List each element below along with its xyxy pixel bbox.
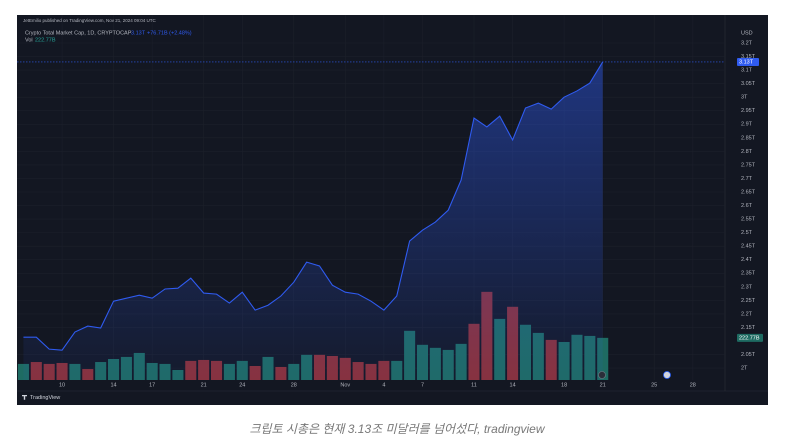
- chart: 222.77B 3.13T JetEmilio published on Trad…: [17, 15, 768, 405]
- legend-volume-value: 222.77B: [35, 37, 56, 43]
- y-tick-label: 3.15T: [741, 54, 756, 60]
- y-tick-label: 2T: [741, 366, 748, 372]
- value-label: 3.13T: [739, 59, 754, 65]
- x-tick-label: 21: [600, 382, 606, 388]
- plot: 222.77B 3.13T: [17, 57, 763, 380]
- currency: USD: [741, 30, 753, 36]
- caption: 크립토 시총은 현재 3.13조 미달러를 넘어섰다, tradingview: [249, 422, 545, 436]
- price-line: [23, 61, 604, 351]
- x-tick-label: 7: [421, 382, 424, 388]
- event-icon: [598, 371, 606, 379]
- y-tick-label: 2.55T: [741, 217, 756, 223]
- x-tick-label: 18: [561, 382, 567, 388]
- y-tick-label: 2.15T: [741, 325, 756, 331]
- x-tick-label: 17: [149, 382, 155, 388]
- legend-volume: Vol: [25, 37, 33, 43]
- y-tick-label: 2.35T: [741, 271, 756, 277]
- event-icon: [663, 371, 671, 379]
- y-tick-label: 2.3T: [741, 284, 753, 290]
- y-tick-label: 3T: [741, 95, 748, 101]
- y-tick-label: 2.25T: [741, 298, 756, 304]
- y-tick-label: 2.75T: [741, 162, 756, 168]
- x-tick-label: 4: [382, 382, 385, 388]
- legend-title: Crypto Total Market Cap, 1D, CRYPTOCAP: [25, 30, 132, 36]
- logo-text: TradingView: [30, 395, 60, 401]
- y-tick-label: 2.4T: [741, 257, 753, 263]
- y-tick-label: 3.2T: [741, 40, 753, 46]
- x-tick-label: 14: [110, 382, 116, 388]
- x-tick-label: 25: [651, 382, 657, 388]
- y-tick-label: 2.85T: [741, 135, 756, 141]
- y-tick-label: 2.45T: [741, 244, 756, 250]
- y-tick-label: 2.05T: [741, 352, 756, 358]
- legend-change: +76.71B (+2.48%): [147, 30, 192, 36]
- logo: TradingView: [22, 395, 60, 401]
- area-fill: [23, 61, 603, 380]
- y-tick-label: 2.65T: [741, 189, 756, 195]
- attribution: JetEmilio published on TradingView.com, …: [23, 18, 156, 23]
- y-tick-label: 2.7T: [741, 176, 753, 182]
- y-tick-label: 3.1T: [741, 68, 753, 74]
- y-tick-label: 2.6T: [741, 203, 753, 209]
- x-tick-label: 28: [291, 382, 297, 388]
- x-tick-label: 28: [690, 382, 696, 388]
- x-tick-label: 10: [59, 382, 65, 388]
- value-label-box: [737, 333, 763, 342]
- legend-price: 3.13T: [131, 30, 146, 36]
- x-tick-label: 14: [510, 382, 516, 388]
- y-tick-label: 2.2T: [741, 311, 753, 317]
- x-tick-label: Nov: [340, 382, 350, 388]
- y-tick-label: 2.95T: [741, 108, 756, 114]
- y-tick-label: 2.8T: [741, 149, 753, 155]
- y-tick-label: 2.9T: [741, 122, 753, 128]
- y-tick-label: 3.05T: [741, 81, 756, 87]
- value-label-box: [737, 57, 759, 66]
- x-tick-label: 11: [471, 382, 477, 388]
- x-tick-label: 21: [201, 382, 207, 388]
- x-tick-label: 24: [239, 382, 245, 388]
- value-label: 222.77B: [739, 335, 760, 341]
- y-tick-label: 2.5T: [741, 230, 753, 236]
